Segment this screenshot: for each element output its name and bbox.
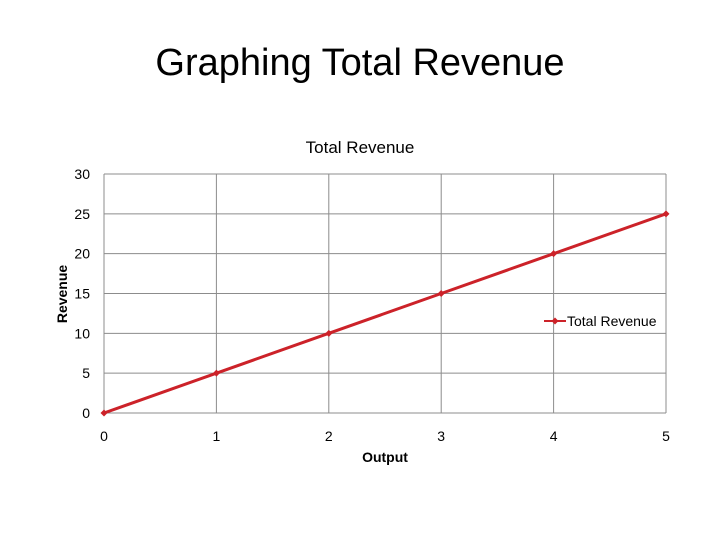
x-axis-label: Output [362,449,408,465]
y-tick-label: 25 [74,206,90,222]
series-group [100,210,670,417]
x-tick-label: 0 [100,428,108,444]
y-tick-label: 15 [74,286,90,302]
chart-grid [103,173,667,414]
data-point [325,329,333,337]
x-tick-label: 5 [662,428,670,444]
y-tick-labels: 0 5 10 15 20 25 30 [74,166,90,421]
y-axis-label: Revenue [54,265,70,324]
slide-title: Graphing Total Revenue [155,42,565,84]
y-tick-label: 20 [74,246,90,262]
x-tick-label: 2 [325,428,333,444]
x-tick-label: 1 [213,428,221,444]
series-line [103,212,667,415]
data-point [550,250,558,258]
legend: Total Revenue [544,313,657,329]
data-point [100,409,108,417]
data-point [662,210,670,218]
y-tick-label: 30 [74,166,90,182]
y-tick-label: 5 [82,365,90,381]
legend-label: Total Revenue [567,313,657,329]
legend-marker [551,317,559,325]
x-tick-label: 4 [550,428,558,444]
data-point [437,290,445,297]
y-tick-label: 10 [74,325,90,341]
y-tick-label: 0 [82,405,90,421]
x-tick-labels: 0 1 2 3 4 5 [100,428,670,444]
x-tick-label: 3 [437,428,445,444]
data-point [212,369,220,377]
chart-title: Total Revenue [306,138,415,157]
